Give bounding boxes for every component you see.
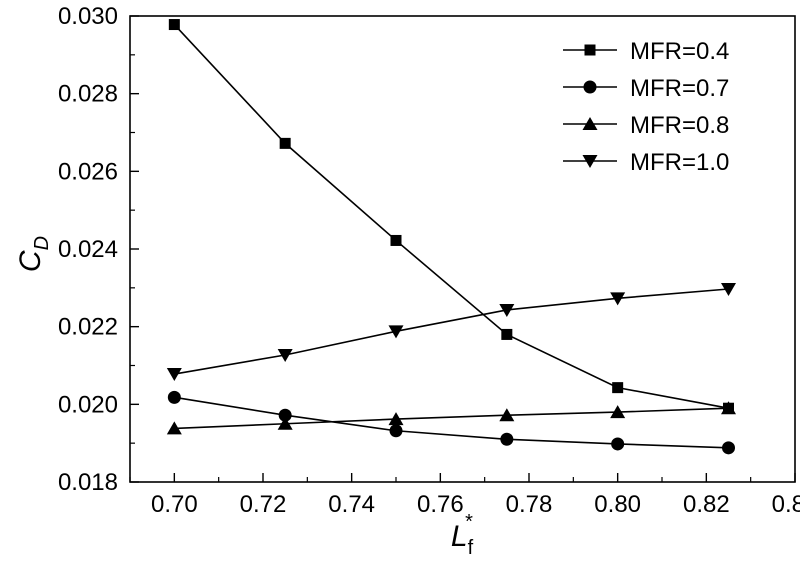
x-axis-label-sub: f [468,537,474,559]
legend-marker [584,44,596,56]
y-tick-label: 0.020 [58,391,118,418]
y-tick-label: 0.030 [58,3,118,30]
y-tick-label: 0.018 [58,469,118,496]
x-tick-label: 0.76 [417,491,464,518]
x-tick-label: 0.70 [151,491,198,518]
legend-label: MFR=0.7 [630,75,729,102]
data-point [388,325,404,339]
legend-label: MFR=1.0 [630,149,729,176]
data-point [277,416,293,430]
x-axis-label: Lf * [451,511,474,559]
legend: MFR=0.4 MFR=0.7 MFR=0.8 MFR=1.0 [563,38,729,176]
data-point [612,382,624,394]
series-3 [166,401,736,435]
data-point [277,349,293,363]
data-point [278,408,292,422]
data-point [721,401,736,415]
x-tick-label: 0.84 [772,491,800,518]
series-line [174,288,729,375]
y-tick-label: 0.028 [58,81,118,108]
legend-label: MFR=0.8 [630,112,729,139]
data-point [722,441,735,455]
data-point [610,292,626,306]
x-axis: 0.70 0.72 0.74 0.76 0.78 0.80 0.82 0.84 [129,473,800,518]
legend-marker [582,155,598,168]
data-point [389,424,403,438]
y-tick-label: 0.022 [58,314,118,341]
data-point [166,368,182,382]
legend-marker [583,80,597,94]
x-tick-label: 0.78 [506,491,553,518]
data-point [611,437,625,451]
data-point [168,19,180,31]
data-point [721,282,736,296]
series-line [173,23,729,410]
data-point [167,390,181,404]
data-point [499,303,515,317]
data-point [390,234,402,246]
data-point [499,408,515,422]
y-tick-label: 0.024 [58,236,118,263]
data-point [610,405,626,419]
legend-item: MFR=0.7 [563,75,729,102]
y-axis-label: CD [14,236,53,272]
data-point [500,432,514,446]
y-axis-label-main: C [14,250,47,272]
x-tick-label: 0.72 [240,491,287,518]
x-axis-label-sup: * [465,511,473,533]
x-axis-label-main: L [451,520,468,553]
data-point [166,421,182,435]
legend-label: MFR=0.4 [630,38,729,65]
series-line [174,407,729,430]
x-tick-label: 0.80 [594,491,641,518]
data-point [388,412,404,426]
x-tick-label: 0.82 [683,491,730,518]
series-line [174,396,729,449]
data-point [279,137,291,149]
y-tick-label: 0.026 [58,158,118,185]
y-axis: 0.018 0.020 0.022 0.024 0.026 0.028 0.030 [58,3,139,496]
legend-marker [582,117,598,130]
x-tick-label: 0.74 [328,491,375,518]
series-layer [166,19,736,455]
legend-item: MFR=0.8 [563,112,729,139]
legend-item: MFR=1.0 [563,149,729,176]
data-point [501,328,513,340]
series-4 [166,282,736,382]
legend-item: MFR=0.4 [563,38,729,65]
y-axis-label-sub: D [31,236,53,250]
series-2 [167,390,735,455]
